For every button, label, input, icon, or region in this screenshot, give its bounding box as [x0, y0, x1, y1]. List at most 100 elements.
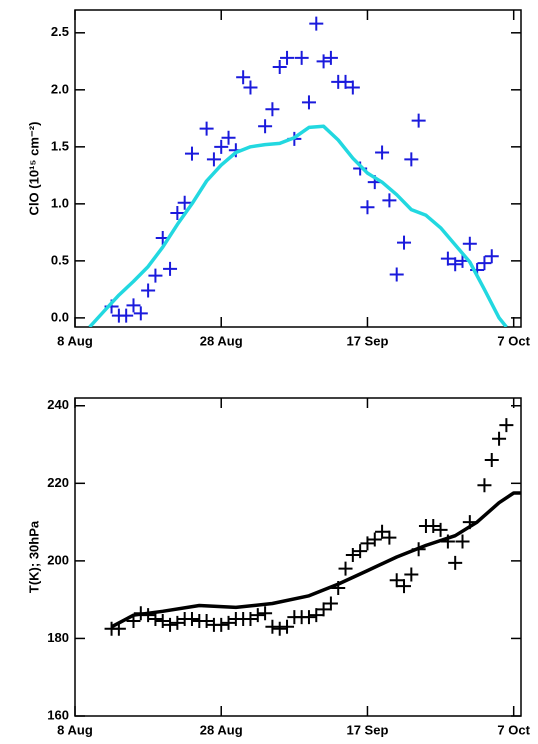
marker: [221, 615, 236, 630]
marker: [243, 80, 258, 95]
y-tick-label: 160: [47, 707, 69, 722]
marker: [221, 130, 236, 145]
marker: [389, 573, 404, 588]
marker: [484, 453, 499, 468]
plot-frame: [74, 9, 522, 328]
marker: [258, 606, 273, 621]
marker: [309, 608, 324, 623]
marker: [433, 522, 448, 537]
line: [110, 491, 521, 629]
y-tick-label: 0.5: [51, 252, 69, 267]
plot-area: [104, 418, 521, 636]
x-tick-label: 8 Aug: [57, 333, 93, 348]
marker: [199, 121, 214, 136]
plot-frame: [74, 397, 522, 717]
y-axis-label: T(K); 30hPa: [26, 520, 41, 593]
marker: [484, 249, 499, 264]
marker: [206, 152, 221, 167]
marker: [236, 70, 251, 85]
panel: 0.0 0.5 1.0 1.5 2.0 2.5 8 Aug 28 Aug 17 Sep 7 Oct…: [26, 9, 531, 348]
marker: [272, 60, 287, 75]
marker: [367, 532, 382, 547]
marker: [448, 257, 463, 272]
marker: [316, 54, 331, 69]
marker: [455, 534, 470, 549]
marker: [170, 205, 185, 220]
marker: [133, 306, 148, 321]
marker: [163, 617, 178, 632]
x-tick-label: 17 Sep: [346, 333, 388, 348]
marker: [404, 567, 419, 582]
marker: [280, 50, 295, 65]
marker: [177, 195, 192, 210]
marker: [250, 608, 265, 623]
marker: [492, 431, 507, 446]
marker: [338, 74, 353, 89]
y-tick-label: 1.0: [51, 195, 69, 210]
x-tick-label: 17 Sep: [346, 722, 388, 737]
panel: 160 180 200 220 240 8 Aug 28 Aug 17 Sep 7 Oct T(K…: [26, 397, 530, 737]
marker: [184, 146, 199, 161]
marker: [294, 50, 309, 65]
marker: [323, 50, 338, 65]
y-tick-label: 1.5: [51, 138, 69, 153]
x-tick-label: 28 Aug: [200, 722, 243, 737]
y-tick-label: 240: [47, 397, 69, 412]
marker: [265, 102, 280, 117]
y-tick-label: 200: [47, 552, 69, 567]
marker: [448, 555, 463, 570]
marker: [462, 236, 477, 251]
y-tick-label: 180: [47, 630, 69, 645]
marker: [382, 530, 397, 545]
marker: [265, 619, 280, 634]
marker: [360, 536, 375, 551]
marker: [214, 617, 229, 632]
marker: [148, 612, 163, 627]
marker: [323, 596, 338, 611]
marker: [360, 200, 375, 215]
marker: [440, 251, 455, 266]
x-tick-label: 28 Aug: [200, 333, 243, 348]
marker: [214, 139, 229, 154]
marker: [426, 518, 441, 533]
x-tick-label: 7 Oct: [497, 333, 530, 348]
marker: [163, 261, 178, 276]
marker: [345, 548, 360, 563]
marker: [477, 478, 492, 493]
marker: [301, 95, 316, 110]
marker: [148, 268, 163, 283]
marker: [404, 152, 419, 167]
marker: [353, 544, 368, 559]
x-tick-label: 8 Aug: [57, 722, 93, 737]
marker: [345, 80, 360, 95]
marker: [126, 298, 141, 313]
y-axis-label: ClO (10¹⁵ cm⁻²): [26, 122, 41, 216]
y-tick-label: 2.0: [51, 81, 69, 96]
marker: [243, 612, 258, 627]
line: [88, 124, 508, 327]
plot-area: [88, 16, 508, 327]
marker: [411, 113, 426, 128]
marker: [382, 193, 397, 208]
marker: [397, 235, 412, 250]
marker: [338, 561, 353, 576]
marker: [309, 16, 324, 31]
marker: [389, 267, 404, 282]
marker: [272, 621, 287, 636]
y-tick-label: 0.0: [51, 309, 69, 324]
marker: [170, 615, 185, 630]
y-tick-label: 2.5: [51, 24, 69, 39]
marker: [280, 619, 295, 634]
marker: [316, 602, 331, 617]
marker: [184, 612, 199, 627]
marker: [199, 613, 214, 628]
y-tick-label: 220: [47, 475, 69, 490]
marker: [477, 256, 492, 271]
marker: [375, 524, 390, 539]
marker: [499, 418, 514, 433]
marker: [119, 308, 134, 323]
x-tick-label: 7 Oct: [497, 722, 530, 737]
marker: [258, 119, 273, 134]
marker: [141, 283, 156, 298]
